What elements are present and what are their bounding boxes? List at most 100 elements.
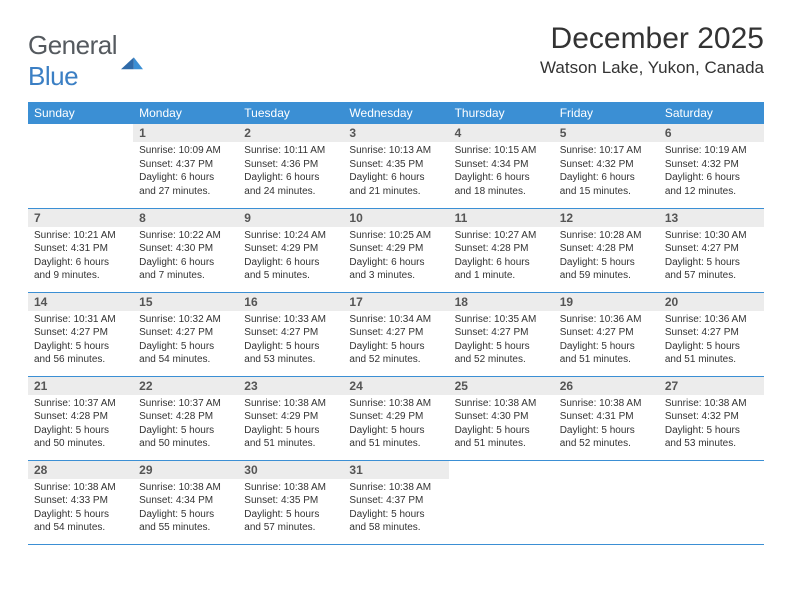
col-tue: Tuesday <box>238 102 343 124</box>
sunset-text: Sunset: 4:27 PM <box>244 326 337 340</box>
calendar-row: 14Sunrise: 10:31 AMSunset: 4:27 PMDaylig… <box>28 292 764 376</box>
daylight-text: Daylight: 5 hours and 51 minutes. <box>455 424 548 451</box>
daylight-text: Daylight: 6 hours and 24 minutes. <box>244 171 337 198</box>
sunrise-text: Sunrise: 10:38 AM <box>560 397 653 411</box>
day-number: 11 <box>449 209 554 227</box>
daylight-text: Daylight: 6 hours and 3 minutes. <box>349 256 442 283</box>
calendar-cell: 17Sunrise: 10:34 AMSunset: 4:27 PMDaylig… <box>343 292 448 376</box>
col-sun: Sunday <box>28 102 133 124</box>
sunrise-text: Sunrise: 10:35 AM <box>455 313 548 327</box>
day-number: 27 <box>659 377 764 395</box>
day-details: Sunrise: 10:38 AMSunset: 4:29 PMDaylight… <box>343 395 448 455</box>
calendar-cell: 9Sunrise: 10:24 AMSunset: 4:29 PMDayligh… <box>238 208 343 292</box>
title-block: December 2025 Watson Lake, Yukon, Canada <box>540 22 764 78</box>
sunset-text: Sunset: 4:29 PM <box>349 410 442 424</box>
calendar-cell: 24Sunrise: 10:38 AMSunset: 4:29 PMDaylig… <box>343 376 448 460</box>
day-details: Sunrise: 10:11 AMSunset: 4:36 PMDaylight… <box>238 142 343 202</box>
day-number: 23 <box>238 377 343 395</box>
day-details: Sunrise: 10:09 AMSunset: 4:37 PMDaylight… <box>133 142 238 202</box>
page-header: General Blue December 2025 Watson Lake, … <box>28 22 764 92</box>
day-number: 22 <box>133 377 238 395</box>
day-number: 25 <box>449 377 554 395</box>
sunrise-text: Sunrise: 10:37 AM <box>34 397 127 411</box>
calendar-cell: 23Sunrise: 10:38 AMSunset: 4:29 PMDaylig… <box>238 376 343 460</box>
calendar-cell: 18Sunrise: 10:35 AMSunset: 4:27 PMDaylig… <box>449 292 554 376</box>
sunset-text: Sunset: 4:37 PM <box>139 158 232 172</box>
sunrise-text: Sunrise: 10:36 AM <box>665 313 758 327</box>
day-details: Sunrise: 10:19 AMSunset: 4:32 PMDaylight… <box>659 142 764 202</box>
sunset-text: Sunset: 4:34 PM <box>139 494 232 508</box>
day-details: Sunrise: 10:38 AMSunset: 4:29 PMDaylight… <box>238 395 343 455</box>
day-number: 10 <box>343 209 448 227</box>
col-fri: Friday <box>554 102 659 124</box>
sunset-text: Sunset: 4:28 PM <box>34 410 127 424</box>
day-number: 13 <box>659 209 764 227</box>
day-details: Sunrise: 10:38 AMSunset: 4:37 PMDaylight… <box>343 479 448 539</box>
day-number: 1 <box>133 124 238 142</box>
daylight-text: Daylight: 5 hours and 53 minutes. <box>665 424 758 451</box>
calendar-cell: 19Sunrise: 10:36 AMSunset: 4:27 PMDaylig… <box>554 292 659 376</box>
sunset-text: Sunset: 4:27 PM <box>665 326 758 340</box>
calendar-cell: 30Sunrise: 10:38 AMSunset: 4:35 PMDaylig… <box>238 460 343 544</box>
sunset-text: Sunset: 4:31 PM <box>34 242 127 256</box>
day-number: 7 <box>28 209 133 227</box>
sunrise-text: Sunrise: 10:27 AM <box>455 229 548 243</box>
sunset-text: Sunset: 4:29 PM <box>244 410 337 424</box>
sunset-text: Sunset: 4:27 PM <box>455 326 548 340</box>
day-details: Sunrise: 10:32 AMSunset: 4:27 PMDaylight… <box>133 311 238 371</box>
sunrise-text: Sunrise: 10:38 AM <box>34 481 127 495</box>
sunset-text: Sunset: 4:30 PM <box>139 242 232 256</box>
sunset-text: Sunset: 4:27 PM <box>139 326 232 340</box>
day-details: Sunrise: 10:13 AMSunset: 4:35 PMDaylight… <box>343 142 448 202</box>
daylight-text: Daylight: 5 hours and 50 minutes. <box>34 424 127 451</box>
calendar-cell: 29Sunrise: 10:38 AMSunset: 4:34 PMDaylig… <box>133 460 238 544</box>
day-details: Sunrise: 10:30 AMSunset: 4:27 PMDaylight… <box>659 227 764 287</box>
sunrise-text: Sunrise: 10:24 AM <box>244 229 337 243</box>
daylight-text: Daylight: 5 hours and 58 minutes. <box>349 508 442 535</box>
daylight-text: Daylight: 6 hours and 21 minutes. <box>349 171 442 198</box>
calendar-table: Sunday Monday Tuesday Wednesday Thursday… <box>28 102 764 545</box>
daylight-text: Daylight: 6 hours and 27 minutes. <box>139 171 232 198</box>
daylight-text: Daylight: 6 hours and 1 minute. <box>455 256 548 283</box>
daylight-text: Daylight: 5 hours and 53 minutes. <box>244 340 337 367</box>
sunrise-text: Sunrise: 10:31 AM <box>34 313 127 327</box>
calendar-body: 1Sunrise: 10:09 AMSunset: 4:37 PMDayligh… <box>28 124 764 544</box>
daylight-text: Daylight: 5 hours and 54 minutes. <box>34 508 127 535</box>
calendar-cell: 20Sunrise: 10:36 AMSunset: 4:27 PMDaylig… <box>659 292 764 376</box>
calendar-cell: 26Sunrise: 10:38 AMSunset: 4:31 PMDaylig… <box>554 376 659 460</box>
logo-text: General Blue <box>28 30 117 92</box>
day-number: 15 <box>133 293 238 311</box>
calendar-cell: 6Sunrise: 10:19 AMSunset: 4:32 PMDayligh… <box>659 124 764 208</box>
daylight-text: Daylight: 5 hours and 52 minutes. <box>455 340 548 367</box>
sunrise-text: Sunrise: 10:38 AM <box>244 481 337 495</box>
day-number: 21 <box>28 377 133 395</box>
day-number: 18 <box>449 293 554 311</box>
day-details: Sunrise: 10:35 AMSunset: 4:27 PMDaylight… <box>449 311 554 371</box>
day-number: 19 <box>554 293 659 311</box>
sunrise-text: Sunrise: 10:38 AM <box>665 397 758 411</box>
sunrise-text: Sunrise: 10:21 AM <box>34 229 127 243</box>
sunrise-text: Sunrise: 10:30 AM <box>665 229 758 243</box>
sunrise-text: Sunrise: 10:17 AM <box>560 144 653 158</box>
sunset-text: Sunset: 4:30 PM <box>455 410 548 424</box>
sunset-text: Sunset: 4:29 PM <box>244 242 337 256</box>
daylight-text: Daylight: 5 hours and 54 minutes. <box>139 340 232 367</box>
sunrise-text: Sunrise: 10:38 AM <box>455 397 548 411</box>
day-number: 6 <box>659 124 764 142</box>
day-details: Sunrise: 10:38 AMSunset: 4:30 PMDaylight… <box>449 395 554 455</box>
day-details: Sunrise: 10:24 AMSunset: 4:29 PMDaylight… <box>238 227 343 287</box>
day-details: Sunrise: 10:38 AMSunset: 4:33 PMDaylight… <box>28 479 133 539</box>
sunrise-text: Sunrise: 10:36 AM <box>560 313 653 327</box>
sunset-text: Sunset: 4:27 PM <box>349 326 442 340</box>
calendar-cell: 10Sunrise: 10:25 AMSunset: 4:29 PMDaylig… <box>343 208 448 292</box>
calendar-cell: 13Sunrise: 10:30 AMSunset: 4:27 PMDaylig… <box>659 208 764 292</box>
day-number: 31 <box>343 461 448 479</box>
day-details: Sunrise: 10:15 AMSunset: 4:34 PMDaylight… <box>449 142 554 202</box>
calendar-cell: 21Sunrise: 10:37 AMSunset: 4:28 PMDaylig… <box>28 376 133 460</box>
day-details: Sunrise: 10:37 AMSunset: 4:28 PMDaylight… <box>28 395 133 455</box>
sunrise-text: Sunrise: 10:28 AM <box>560 229 653 243</box>
day-details: Sunrise: 10:31 AMSunset: 4:27 PMDaylight… <box>28 311 133 371</box>
day-details: Sunrise: 10:22 AMSunset: 4:30 PMDaylight… <box>133 227 238 287</box>
day-number: 29 <box>133 461 238 479</box>
col-thu: Thursday <box>449 102 554 124</box>
